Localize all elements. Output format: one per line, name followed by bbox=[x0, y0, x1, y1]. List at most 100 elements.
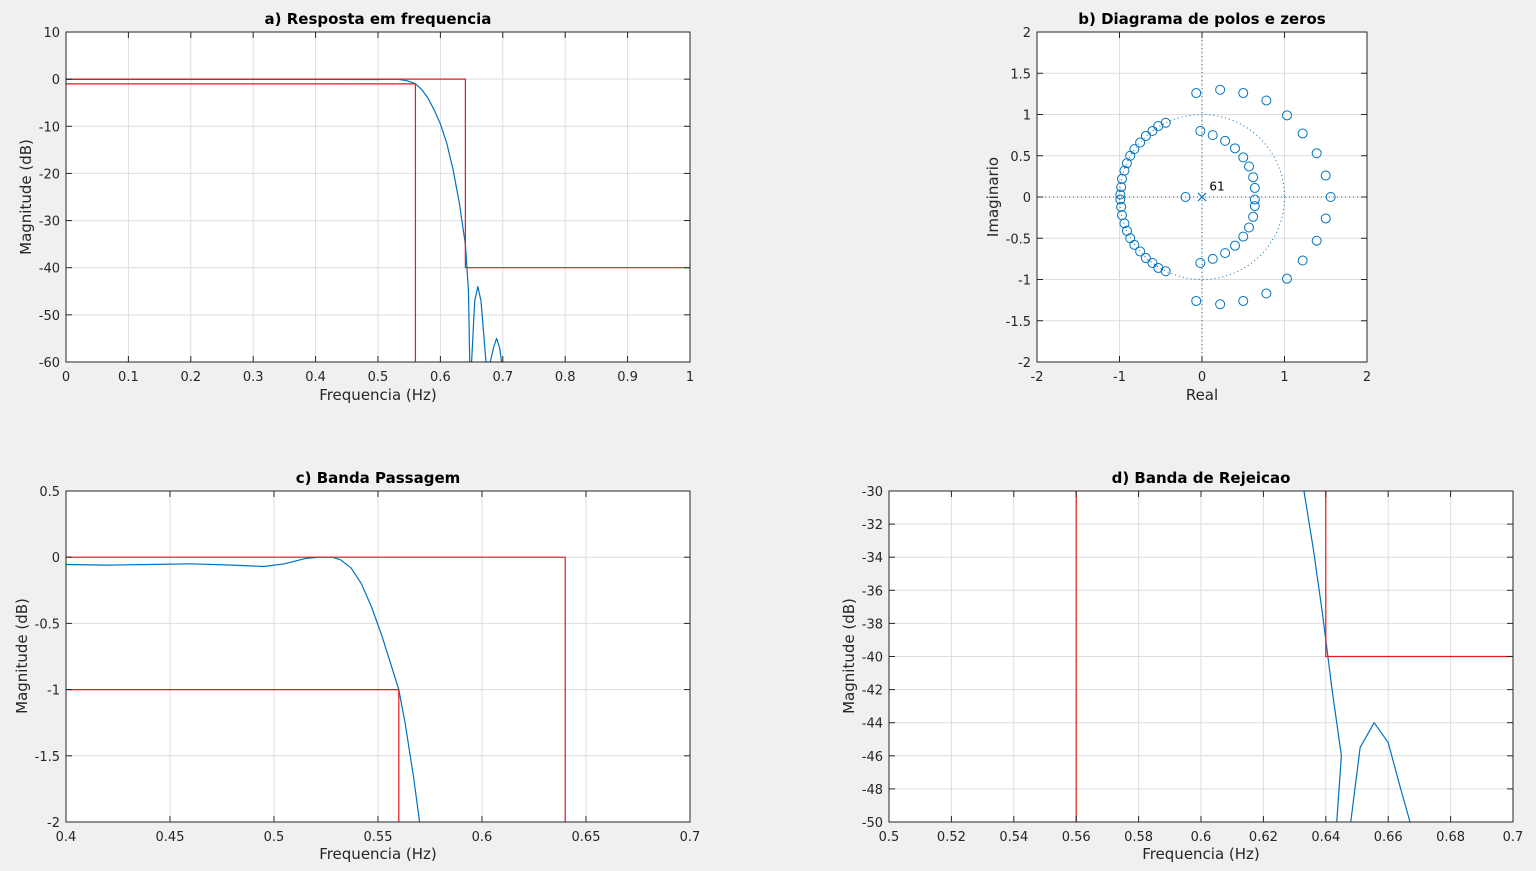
x-tick-label: 0.7 bbox=[1503, 830, 1524, 845]
y-tick-label: 2 bbox=[1023, 26, 1031, 41]
y-tick-label: 0.5 bbox=[39, 485, 60, 500]
y-tick-label: -60 bbox=[39, 356, 60, 371]
y-tick-label: -46 bbox=[862, 750, 883, 765]
x-axis-label: Frequencia (Hz) bbox=[1142, 845, 1260, 863]
y-tick-label: -1 bbox=[1018, 274, 1031, 289]
x-tick-label: 0.65 bbox=[572, 830, 601, 845]
subplot-b: -2 -1 0 1 2 2 1.5 1 0.5 0 -0.5 -1 -1.5 -2 b) Diagrama… bbox=[984, 10, 1371, 404]
zero-marker bbox=[1238, 295, 1249, 306]
zero-marker bbox=[1325, 192, 1336, 202]
y-tick-label: -38 bbox=[862, 617, 883, 632]
ticks: 0.5 0.52 0.54 0.56 0.58 0.6 0.62 0.64 0.66 0.68 0.… bbox=[862, 485, 1524, 845]
x-tick-label: 0.52 bbox=[937, 830, 966, 845]
zero-marker bbox=[1115, 189, 1126, 200]
zero-marker bbox=[1238, 231, 1249, 242]
zero-marker bbox=[1230, 143, 1240, 154]
x-tick-label: 0.6 bbox=[1191, 830, 1212, 845]
zero-marker bbox=[1311, 235, 1322, 246]
x-tick-label: 0.6 bbox=[430, 370, 451, 385]
x-tick-label: 0.4 bbox=[305, 370, 326, 385]
x-tick-label: 0.55 bbox=[364, 830, 393, 845]
x-tick-label: 1 bbox=[686, 370, 694, 385]
unit-circle bbox=[1119, 114, 1285, 280]
x-tick-label: 0.2 bbox=[180, 370, 201, 385]
y-tick-label: -1.5 bbox=[35, 750, 60, 765]
y-tick-label: -20 bbox=[39, 167, 60, 182]
mask-line bbox=[66, 688, 400, 822]
zero-marker bbox=[1320, 213, 1331, 224]
zero-marker bbox=[1248, 172, 1259, 183]
y-tick-label: -36 bbox=[862, 584, 883, 599]
zero-marker bbox=[1140, 130, 1151, 141]
y-axis-label: Magnitude (dB) bbox=[17, 139, 35, 255]
mask-line bbox=[66, 78, 690, 269]
zero-marker bbox=[1135, 246, 1146, 257]
mask-line bbox=[66, 83, 417, 362]
x-tick-label: 0.4 bbox=[56, 830, 77, 845]
y-tick-label: -0.5 bbox=[35, 617, 60, 632]
zero-marker bbox=[1261, 95, 1272, 106]
y-tick-label: -44 bbox=[862, 717, 883, 732]
x-tick-label: -1 bbox=[1113, 370, 1126, 385]
pole-multiplicity-label: 61 bbox=[1209, 179, 1224, 193]
x-tick-label: 0.45 bbox=[156, 830, 185, 845]
zero-marker bbox=[1147, 258, 1158, 268]
y-tick-label: -1 bbox=[47, 684, 60, 699]
zero-marker bbox=[1121, 225, 1132, 236]
x-tick-label: 0.66 bbox=[1374, 830, 1403, 845]
mask-line bbox=[1325, 491, 1513, 658]
zero-marker bbox=[1195, 126, 1206, 136]
zero-marker bbox=[1191, 295, 1202, 306]
y-tick-label: 0 bbox=[52, 551, 60, 566]
plot-area bbox=[1037, 32, 1367, 362]
ticks: 0 0.1 0.2 0.3 0.4 0.5 0.6 0.7 0.8 0.9 1 10 0 -10 -20 -3… bbox=[39, 26, 694, 385]
ticks: 0.4 0.45 0.5 0.55 0.6 0.65 0.7 0.5 0 -0.5 -1 -1.5 -2 bbox=[35, 485, 701, 845]
zero-marker bbox=[1115, 194, 1126, 205]
y-tick-label: 1 bbox=[1023, 109, 1031, 124]
zero-marker bbox=[1238, 88, 1249, 99]
zero-marker bbox=[1281, 273, 1292, 284]
y-tick-label: 0 bbox=[52, 73, 60, 88]
y-tick-label: -34 bbox=[862, 551, 883, 566]
zero-marker bbox=[1244, 222, 1255, 233]
zero-marker bbox=[1249, 182, 1260, 193]
zero-marker bbox=[1249, 201, 1260, 212]
x-tick-label: 0.9 bbox=[617, 370, 638, 385]
zero-marker bbox=[1281, 110, 1292, 121]
response-line bbox=[66, 556, 421, 822]
zero-marker bbox=[1195, 258, 1206, 268]
y-tick-label: -50 bbox=[39, 309, 60, 324]
x-tick-label: 2 bbox=[1363, 370, 1371, 385]
zero-marker bbox=[1311, 148, 1322, 159]
y-tick-label: -2 bbox=[47, 816, 60, 831]
y-tick-label: -0.5 bbox=[1006, 232, 1031, 247]
x-tick-label: 0.5 bbox=[368, 370, 389, 385]
x-tick-label: 0.6 bbox=[472, 830, 493, 845]
x-tick-label: 0.7 bbox=[680, 830, 701, 845]
x-tick-label: 1 bbox=[1280, 370, 1288, 385]
zero-marker bbox=[1261, 288, 1272, 299]
zero-marker bbox=[1320, 170, 1331, 181]
zero-marker bbox=[1116, 201, 1127, 212]
plot-area bbox=[66, 78, 690, 362]
plot-area bbox=[66, 556, 566, 822]
zero-marker bbox=[1116, 182, 1127, 193]
y-axis-label: Magnitude (dB) bbox=[840, 598, 858, 714]
x-tick-label: 0.5 bbox=[879, 830, 900, 845]
x-tick-label: 0.68 bbox=[1436, 830, 1465, 845]
y-axis-label: Imaginario bbox=[984, 157, 1002, 237]
y-tick-label: 0.5 bbox=[1010, 150, 1031, 165]
zero-marker bbox=[1244, 161, 1255, 172]
y-tick-label: -50 bbox=[862, 816, 883, 831]
zero-marker bbox=[1220, 135, 1231, 146]
y-tick-label: 10 bbox=[43, 26, 60, 41]
y-tick-label: 0 bbox=[1023, 191, 1031, 206]
zero-marker bbox=[1297, 128, 1308, 139]
chart-title: c) Banda Passagem bbox=[296, 469, 461, 487]
pole-marker bbox=[1197, 192, 1207, 202]
zero-marker bbox=[1116, 210, 1127, 221]
zero-marker bbox=[1191, 88, 1202, 99]
subplot-c: 0.4 0.45 0.5 0.55 0.6 0.65 0.7 0.5 0 -0.5 -1 -1.5 -2… bbox=[13, 469, 700, 863]
ticks: -2 -1 0 1 2 2 1.5 1 0.5 0 -0.5 -1 -1.5 -2 bbox=[1006, 26, 1372, 385]
